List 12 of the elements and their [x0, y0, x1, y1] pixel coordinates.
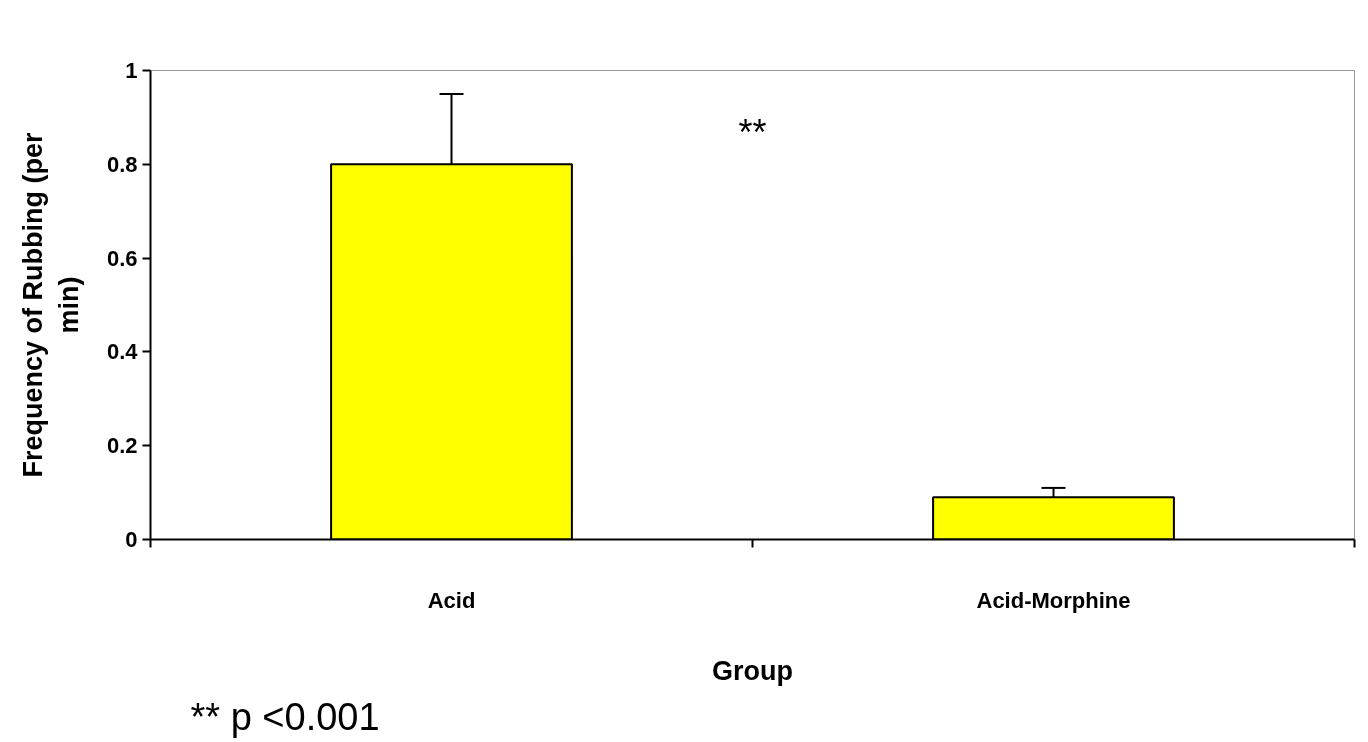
y-tick-label: 0.6: [106, 245, 138, 271]
y-tick-label: 0.4: [106, 339, 139, 365]
x-tick-label: Acid-Morphine: [976, 587, 1131, 613]
x-axis-title: Group: [712, 655, 794, 686]
y-tick-label: 1: [125, 58, 138, 83]
y-axis-title: Frequency of Rubbing (per min): [17, 132, 84, 478]
x-tick-label: Acid: [427, 587, 476, 613]
text: ** p <0.001: [190, 695, 380, 738]
annotation: **: [738, 111, 767, 153]
y-tick-label: 0.8: [106, 151, 138, 177]
y-tick-label: 0.2: [106, 433, 138, 459]
y-tick-label: 0: [125, 527, 138, 552]
